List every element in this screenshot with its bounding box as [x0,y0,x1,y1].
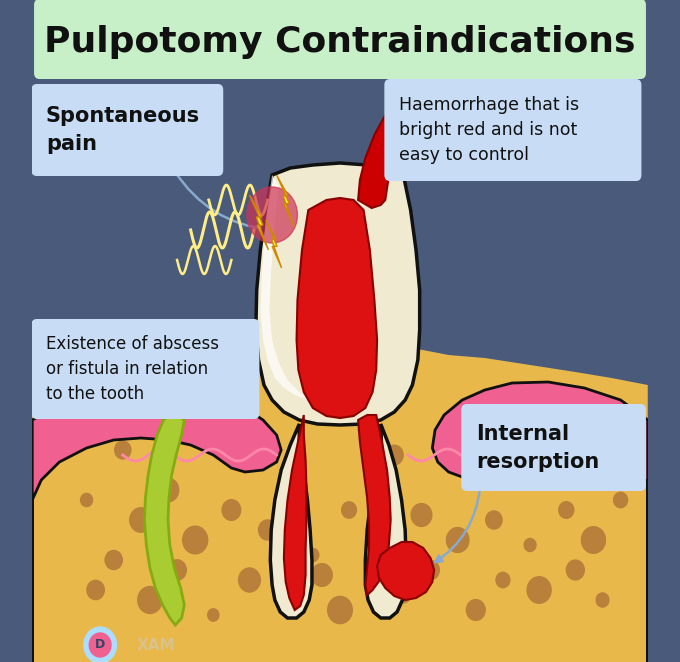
Circle shape [328,596,352,624]
Circle shape [258,520,277,540]
Text: Spontaneous
pain: Spontaneous pain [46,106,200,154]
Circle shape [183,526,207,554]
Polygon shape [377,542,434,600]
Text: Haemorrhage that is
bright red and is not
easy to control: Haemorrhage that is bright red and is no… [399,96,579,164]
Polygon shape [260,175,308,400]
Circle shape [84,627,116,662]
Polygon shape [256,163,420,425]
FancyBboxPatch shape [31,319,260,419]
Circle shape [527,577,551,603]
Circle shape [477,451,493,469]
Circle shape [207,609,219,621]
FancyBboxPatch shape [461,404,646,491]
Polygon shape [358,80,435,208]
Circle shape [543,50,557,66]
Circle shape [307,548,319,561]
Circle shape [341,502,356,518]
Circle shape [130,508,152,532]
Circle shape [486,511,502,529]
Circle shape [376,520,394,540]
Polygon shape [296,198,377,418]
Polygon shape [365,424,406,618]
FancyBboxPatch shape [31,84,223,176]
Circle shape [80,493,92,506]
Polygon shape [358,415,391,595]
FancyBboxPatch shape [384,79,641,181]
Circle shape [222,500,241,520]
Polygon shape [284,415,307,610]
Circle shape [546,438,568,463]
Circle shape [157,478,179,502]
Circle shape [446,528,469,552]
Circle shape [581,527,605,553]
Circle shape [89,633,111,657]
Circle shape [411,504,432,526]
Circle shape [276,579,296,601]
Circle shape [559,502,574,518]
Circle shape [422,560,439,580]
Circle shape [239,568,260,592]
Polygon shape [32,385,281,662]
Polygon shape [408,45,510,104]
Circle shape [396,587,411,603]
Text: Pulpotomy Contraindications: Pulpotomy Contraindications [44,25,636,59]
Circle shape [515,54,541,82]
Polygon shape [32,342,648,662]
Circle shape [311,563,332,587]
Polygon shape [144,415,184,625]
Polygon shape [432,382,648,662]
Circle shape [613,493,628,508]
Circle shape [534,75,553,95]
Polygon shape [250,195,269,250]
Circle shape [386,445,403,465]
Circle shape [496,573,510,588]
Circle shape [105,551,122,569]
Circle shape [247,187,297,243]
Circle shape [168,560,186,580]
Text: D: D [95,639,105,651]
Circle shape [115,441,131,459]
Circle shape [551,69,562,81]
Text: Existence of abscess
or fistula in relation
to the tooth: Existence of abscess or fistula in relat… [46,335,219,403]
Circle shape [138,587,162,614]
FancyBboxPatch shape [34,0,646,79]
Circle shape [596,593,609,607]
Circle shape [466,600,485,620]
Circle shape [524,538,536,551]
Polygon shape [277,175,294,227]
Polygon shape [266,220,282,268]
Text: XAM: XAM [137,638,175,653]
Text: Internal
resorption: Internal resorption [476,424,599,471]
Circle shape [566,560,584,580]
Polygon shape [271,424,312,618]
Circle shape [87,581,104,600]
Circle shape [531,41,543,55]
Polygon shape [139,358,195,416]
